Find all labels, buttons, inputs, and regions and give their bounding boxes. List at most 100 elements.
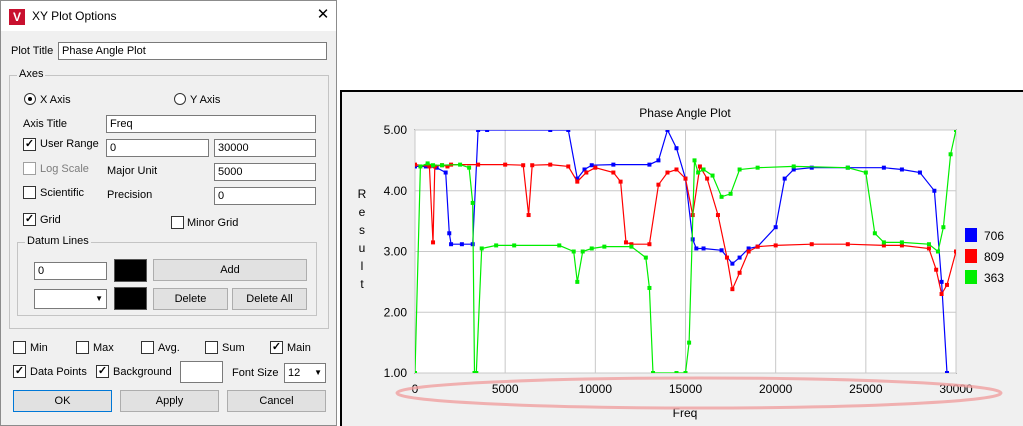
series-363 bbox=[415, 130, 956, 373]
axes-group bbox=[9, 75, 329, 329]
data-point bbox=[899, 243, 904, 248]
datum-delete-all-button[interactable]: Delete All bbox=[232, 288, 307, 310]
data-point bbox=[445, 164, 450, 169]
min-checkbox[interactable] bbox=[13, 341, 26, 354]
datum-add-button[interactable]: Add bbox=[153, 259, 307, 281]
minor-grid-label: Minor Grid bbox=[187, 217, 239, 229]
data-point bbox=[935, 249, 940, 254]
x-tick-label: 20000 bbox=[759, 382, 793, 396]
datum-value-input[interactable]: 0 bbox=[34, 262, 107, 280]
data-point bbox=[494, 243, 499, 248]
data-point bbox=[425, 161, 430, 166]
font-size-select[interactable]: 12 ▼ bbox=[284, 363, 326, 383]
data-point bbox=[575, 279, 580, 284]
y-tick-label: 4.00 bbox=[384, 184, 408, 198]
close-icon[interactable]: ✕ bbox=[316, 6, 330, 23]
major-unit-input[interactable]: 5000 bbox=[214, 163, 316, 181]
y-axis-label-letter: s bbox=[359, 223, 365, 237]
scientific-checkbox[interactable] bbox=[23, 186, 36, 199]
data-point bbox=[602, 244, 607, 249]
data-point bbox=[647, 242, 652, 247]
chevron-down-icon: ▼ bbox=[95, 294, 103, 303]
data-point bbox=[728, 191, 733, 196]
legend-label-363: 363 bbox=[984, 271, 1004, 285]
data-point bbox=[773, 243, 778, 248]
precision-input[interactable]: 0 bbox=[214, 187, 316, 205]
user-range-checkbox[interactable]: ✓ bbox=[23, 138, 36, 151]
x-tick-label: 25000 bbox=[849, 382, 883, 396]
y-axis-radio[interactable] bbox=[174, 93, 186, 105]
data-point bbox=[683, 371, 688, 373]
datum-line-select[interactable]: ▼ bbox=[34, 289, 107, 309]
data-point bbox=[881, 243, 886, 248]
plot-title-input[interactable]: Phase Angle Plot bbox=[58, 42, 327, 60]
data-point bbox=[476, 162, 481, 167]
main-checkbox[interactable]: ✓ bbox=[270, 341, 283, 354]
log-scale-checkbox[interactable] bbox=[23, 162, 36, 175]
y-tick-label: 5.00 bbox=[384, 123, 408, 137]
data-point bbox=[647, 162, 652, 167]
data-point bbox=[431, 240, 436, 245]
data-point bbox=[692, 158, 697, 163]
data-point bbox=[440, 163, 445, 168]
data-point bbox=[651, 371, 656, 373]
max-checkbox[interactable] bbox=[76, 341, 89, 354]
data-point bbox=[724, 255, 729, 260]
legend-swatch-363 bbox=[965, 270, 977, 284]
app-logo-icon: V bbox=[9, 9, 25, 25]
data-points-checkbox[interactable]: ✓ bbox=[13, 365, 26, 378]
legend-label-809: 809 bbox=[984, 250, 1004, 264]
data-point bbox=[705, 176, 710, 181]
data-point bbox=[755, 244, 760, 249]
data-point bbox=[694, 246, 699, 251]
ok-button[interactable]: OK bbox=[13, 390, 112, 412]
datum-lines-group bbox=[17, 242, 317, 316]
data-point bbox=[479, 246, 484, 251]
data-point bbox=[470, 200, 475, 205]
data-point bbox=[575, 176, 580, 181]
cancel-button[interactable]: Cancel bbox=[227, 390, 326, 412]
avg-checkbox[interactable] bbox=[141, 341, 154, 354]
data-point bbox=[863, 170, 868, 175]
axis-title-input[interactable]: Freq bbox=[106, 115, 316, 133]
legend-label-706: 706 bbox=[984, 229, 1004, 243]
background-label: Background bbox=[113, 366, 172, 378]
data-point bbox=[530, 163, 535, 168]
data-point bbox=[737, 167, 742, 172]
data-point bbox=[944, 371, 949, 373]
dialog-title: XY Plot Options bbox=[32, 9, 117, 23]
background-color-swatch[interactable] bbox=[180, 361, 223, 383]
data-point bbox=[782, 176, 787, 181]
data-point bbox=[715, 213, 720, 218]
sum-label: Sum bbox=[222, 342, 245, 354]
data-point bbox=[944, 282, 949, 287]
sum-checkbox[interactable] bbox=[205, 341, 218, 354]
x-tick-label: 15000 bbox=[669, 382, 703, 396]
data-point bbox=[954, 249, 956, 254]
data-point bbox=[791, 164, 796, 169]
grid-checkbox[interactable]: ✓ bbox=[23, 213, 36, 226]
plot-title-label: Plot Title bbox=[11, 45, 54, 57]
x-axis-radio[interactable] bbox=[24, 93, 36, 105]
data-point bbox=[571, 249, 576, 254]
data-point bbox=[683, 176, 688, 181]
data-point bbox=[746, 246, 751, 251]
datum-color-swatch[interactable] bbox=[114, 259, 147, 282]
data-point bbox=[730, 261, 735, 266]
y-axis-label-letter: l bbox=[361, 259, 364, 273]
data-point bbox=[418, 164, 423, 169]
apply-button[interactable]: Apply bbox=[120, 390, 219, 412]
y-axis-label-letter: R bbox=[358, 187, 367, 201]
background-checkbox[interactable]: ✓ bbox=[96, 365, 109, 378]
data-point bbox=[521, 163, 526, 168]
datum-delete-button[interactable]: Delete bbox=[153, 288, 228, 310]
range-min-input[interactable]: 0 bbox=[106, 139, 209, 157]
data-point bbox=[926, 246, 931, 251]
range-max-input[interactable]: 30000 bbox=[214, 139, 316, 157]
data-point bbox=[575, 179, 580, 184]
datum-line-color-swatch[interactable] bbox=[114, 287, 147, 310]
data-point bbox=[589, 163, 594, 168]
data-point bbox=[415, 162, 417, 167]
data-point bbox=[719, 194, 724, 199]
minor-grid-checkbox[interactable] bbox=[171, 216, 184, 229]
